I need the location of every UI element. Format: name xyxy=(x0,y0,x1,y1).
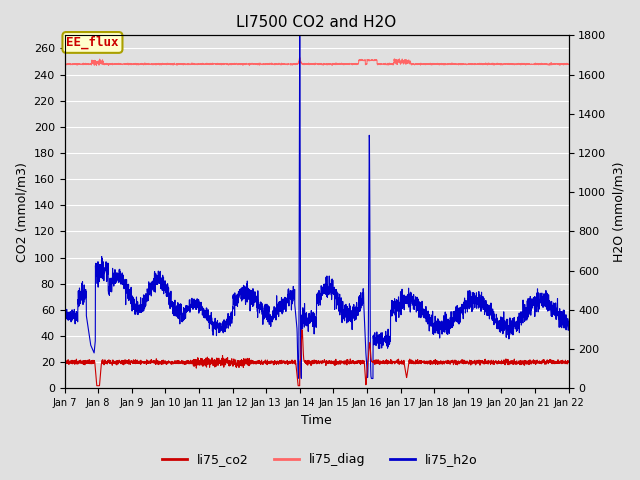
li75_diag xyxy=(296,55,303,60)
li75_h2o xyxy=(148,288,156,293)
Title: LI7500 CO2 and H2O: LI7500 CO2 and H2O xyxy=(236,15,397,30)
Y-axis label: CO2 (mmol/m3): CO2 (mmol/m3) xyxy=(15,162,28,262)
li75_h2o xyxy=(118,279,126,285)
li75_h2o xyxy=(296,33,303,38)
li75_diag xyxy=(564,61,572,67)
li75_diag xyxy=(61,61,68,67)
li75_co2 xyxy=(93,383,100,389)
li75_co2 xyxy=(564,359,572,365)
li75_co2 xyxy=(61,360,68,366)
li75_diag xyxy=(118,61,126,67)
li75_co2 xyxy=(148,359,156,364)
li75_h2o xyxy=(276,306,284,312)
Y-axis label: H2O (mmol/m3): H2O (mmol/m3) xyxy=(612,162,625,262)
li75_diag xyxy=(555,61,563,67)
li75_h2o xyxy=(555,314,563,320)
Line: li75_diag: li75_diag xyxy=(65,58,568,66)
Line: li75_co2: li75_co2 xyxy=(65,330,568,386)
li75_co2 xyxy=(298,327,306,333)
li75_h2o xyxy=(254,288,262,294)
li75_diag xyxy=(254,62,262,68)
li75_co2 xyxy=(254,360,262,365)
li75_diag xyxy=(501,60,509,66)
Text: EE_flux: EE_flux xyxy=(66,36,118,49)
Legend: li75_co2, li75_diag, li75_h2o: li75_co2, li75_diag, li75_h2o xyxy=(157,448,483,471)
li75_h2o xyxy=(501,322,509,327)
li75_co2 xyxy=(501,359,509,365)
li75_diag xyxy=(148,61,156,67)
li75_co2 xyxy=(118,361,126,367)
li75_diag xyxy=(93,63,100,69)
li75_h2o xyxy=(61,320,68,325)
li75_h2o xyxy=(369,376,377,382)
li75_h2o xyxy=(564,326,572,332)
X-axis label: Time: Time xyxy=(301,414,332,427)
li75_co2 xyxy=(555,359,563,364)
li75_diag xyxy=(276,61,284,67)
Line: li75_h2o: li75_h2o xyxy=(65,36,568,379)
li75_co2 xyxy=(276,360,284,366)
